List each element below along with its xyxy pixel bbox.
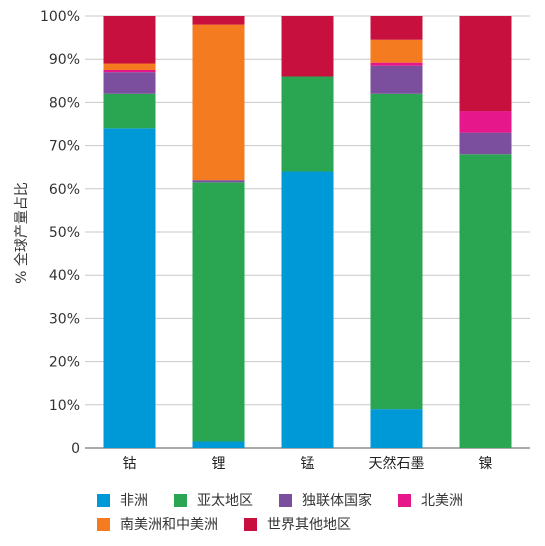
bar-segment — [103, 128, 156, 448]
legend-row: 南美洲和中美洲 世界其他地区 — [97, 512, 517, 536]
y-tick-label: 60% — [49, 182, 80, 198]
legend-label: 独联体国家 — [302, 493, 372, 509]
y-tick-label: 10% — [49, 398, 80, 414]
legend-label: 非洲 — [120, 493, 148, 509]
bar-segment — [459, 111, 512, 133]
bar-segment — [370, 409, 423, 448]
bar-segment — [459, 154, 512, 449]
bar-segment — [281, 76, 334, 172]
legend-label: 北美洲 — [421, 493, 463, 509]
legend: 非洲 亚太地区 独联体国家 北美洲南美洲和中美洲 世界其他地区 — [97, 488, 517, 536]
legend-swatch — [398, 493, 411, 507]
bar-segment — [103, 72, 156, 94]
bar-segment — [192, 16, 245, 25]
legend-item: 世界其他地区 — [244, 514, 351, 534]
bar-segment — [370, 16, 423, 40]
stacked-bar-chart: 0 10% 20% 30% 40% 50% 60% 70% 80% 90% 100% 钴 锂 锰 天然石墨… — [13, 9, 530, 472]
bar-segment — [103, 16, 156, 64]
bar-segment — [192, 441, 245, 448]
legend-swatch — [279, 493, 292, 507]
y-tick-label: 100% — [40, 9, 80, 25]
legend-item: 北美洲 — [398, 490, 463, 510]
bar-segment — [459, 16, 512, 112]
legend-label: 世界其他地区 — [267, 517, 351, 533]
bar-segment — [281, 171, 334, 448]
bar-segment — [370, 65, 423, 94]
y-tick-label: 30% — [49, 311, 80, 327]
bar-segment — [103, 63, 156, 70]
legend-item: 亚太地区 — [174, 490, 253, 510]
y-tick-label: 20% — [49, 355, 80, 371]
bar-segment — [192, 180, 245, 183]
legend-label: 南美洲和中美洲 — [120, 517, 218, 533]
legend-item: 独联体国家 — [279, 490, 372, 510]
bar-segment — [192, 182, 245, 442]
legend-swatch — [97, 493, 110, 507]
bar-segment — [192, 24, 245, 181]
bar-segment — [281, 16, 334, 77]
legend-swatch — [244, 517, 257, 531]
x-category-label: 天然石墨 — [369, 455, 425, 472]
x-category-label: 钴 — [123, 456, 137, 472]
legend-label: 亚太地区 — [197, 493, 253, 509]
legend-item: 非洲 — [97, 490, 148, 510]
y-tick-label: 80% — [49, 95, 80, 111]
y-tick-label: 50% — [49, 225, 80, 241]
bar-segment — [103, 93, 156, 129]
bar-segment — [370, 93, 423, 410]
legend-swatch — [97, 517, 110, 531]
x-category-label: 锂 — [212, 456, 226, 472]
x-axis-categories: 钴 锂 锰 天然石墨 镍 — [123, 455, 493, 472]
y-tick-label: 0 — [71, 441, 80, 457]
bar-segment — [103, 70, 156, 73]
y-tick-label: 90% — [49, 52, 80, 68]
y-tick-label: 70% — [49, 139, 80, 155]
legend-swatch — [174, 493, 187, 507]
legend-item: 南美洲和中美洲 — [97, 514, 218, 534]
bars — [103, 16, 512, 449]
bar-segment — [370, 62, 423, 66]
y-axis-ticks: 0 10% 20% 30% 40% 50% 60% 70% 80% 90% 100% — [40, 9, 80, 457]
y-axis-label: % 全球产量占比 — [13, 182, 30, 284]
bar-segment — [370, 39, 423, 63]
y-tick-label: 40% — [49, 268, 80, 284]
legend-row: 非洲 亚太地区 独联体国家 北美洲 — [97, 488, 517, 512]
bar-segment — [459, 132, 512, 155]
x-category-label: 锰 — [301, 456, 315, 472]
x-category-label: 镍 — [479, 456, 493, 472]
